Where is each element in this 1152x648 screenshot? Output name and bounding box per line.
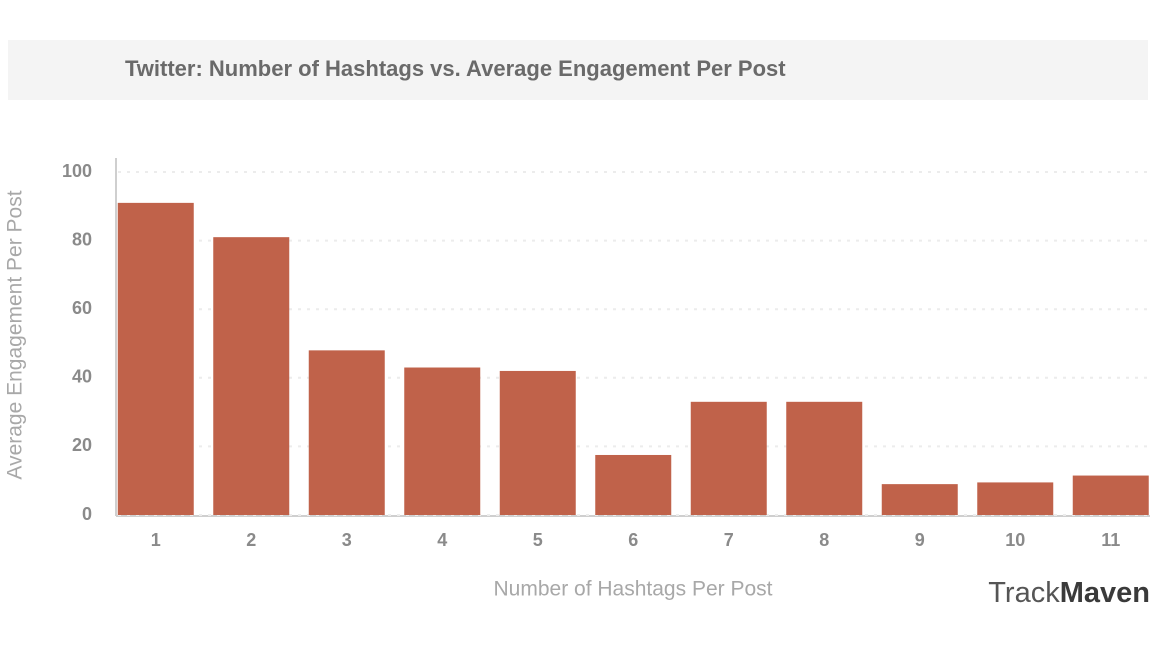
x-tick-label: 4 [437,530,447,550]
y-axis-title: Average Engagement Per Post [4,190,27,479]
brand: TrackMaven [988,577,1150,609]
y-tick-label: 60 [72,298,92,318]
x-tick-label: 2 [246,530,256,550]
bar [213,237,290,516]
y-tick-label: 20 [72,435,92,455]
x-tick-label: 1 [151,530,161,550]
title-band [8,40,1148,100]
y-tick-label: 40 [72,367,92,387]
x-tick-label: 3 [342,530,352,550]
y-tick-label: 0 [82,504,92,524]
bar [1072,475,1149,515]
x-axis-title: Number of Hashtags Per Post [494,578,773,601]
x-tick-label: 9 [915,530,925,550]
bar [595,454,672,515]
brand-bold: Maven [1060,577,1150,609]
chart-title: Twitter: Number of Hashtags vs. Average … [125,56,786,81]
bar [977,482,1054,515]
y-tick-label: 100 [62,161,92,181]
x-tick-label: 11 [1101,530,1120,550]
x-tick-label: 10 [1005,530,1025,550]
bar [308,350,385,515]
bar [690,401,767,515]
bar [786,401,863,515]
brand-light: Track [988,577,1060,609]
bar [117,202,194,515]
x-tick-label: 8 [819,530,829,550]
y-tick-label: 80 [72,229,92,249]
x-tick-label: 5 [533,530,543,550]
x-tick-label: 6 [628,530,638,550]
bar [881,484,958,515]
bar [404,367,481,515]
bar [499,370,576,515]
x-tick-label: 7 [724,530,734,550]
